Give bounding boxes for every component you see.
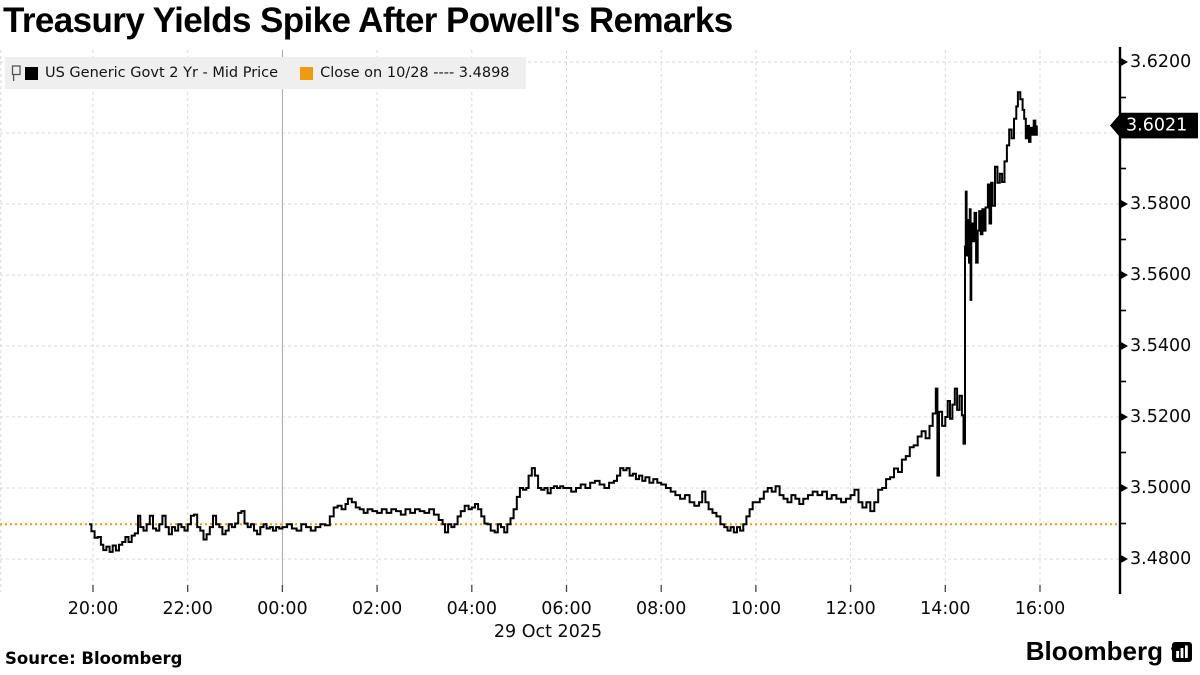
x-axis-label: 00:00	[257, 599, 307, 619]
legend: US Generic Govt 2 Yr - Mid Price Close o…	[5, 57, 526, 89]
bloomberg-logo: Bloomberg	[1026, 636, 1193, 667]
legend-item-close: Close on 10/28 ---- 3.4898	[300, 65, 510, 81]
y-axis-label: 3.5000	[1130, 478, 1191, 498]
y-major-tick	[1120, 270, 1128, 280]
source-note: Source: Bloomberg	[5, 649, 183, 668]
y-major-tick	[1120, 199, 1128, 209]
annotation-pin-icon	[11, 64, 22, 82]
y-major-tick	[1120, 554, 1128, 564]
y-axis-label: 3.6200	[1130, 52, 1191, 72]
y-axis-label: 3.5200	[1130, 407, 1191, 427]
y-major-tick	[1120, 412, 1128, 422]
y-axis-label: 3.5600	[1130, 265, 1191, 285]
last-price-badge	[1110, 112, 1198, 139]
x-axis-label: 20:00	[68, 599, 118, 619]
y-axis-label: 3.5400	[1130, 336, 1191, 356]
series-swatch	[25, 66, 38, 80]
bloomberg-logo-text: Bloomberg	[1025, 636, 1163, 666]
close-swatch	[300, 66, 314, 80]
x-axis-label: 14:00	[920, 599, 970, 619]
y-major-tick	[1120, 341, 1128, 351]
y-axis-label: 3.4800	[1130, 549, 1191, 569]
chart-title: Treasury Yields Spike After Powell's Rem…	[3, 1, 733, 40]
x-axis-label: 22:00	[162, 599, 212, 619]
bloomberg-logo-icon	[1171, 641, 1193, 663]
last-price-label: 3.6021	[1126, 116, 1187, 136]
y-major-tick	[1120, 483, 1128, 493]
x-axis-date-label: 29 Oct 2025	[494, 622, 602, 642]
series-legend-label: US Generic Govt 2 Yr - Mid Price	[45, 65, 279, 81]
x-axis-label: 02:00	[352, 599, 402, 619]
price-series-line	[89, 91, 1038, 553]
x-axis-label: 04:00	[447, 599, 497, 619]
x-axis-label: 12:00	[825, 599, 875, 619]
x-axis-label: 10:00	[731, 599, 781, 619]
close-legend-label: Close on 10/28 ---- 3.4898	[320, 65, 510, 81]
y-axis-label: 3.5800	[1130, 194, 1191, 214]
x-axis-label: 06:00	[541, 599, 591, 619]
legend-item-series: US Generic Govt 2 Yr - Mid Price	[25, 65, 278, 81]
x-axis-label: 16:00	[1015, 599, 1065, 619]
x-axis-label: 08:00	[636, 599, 686, 619]
y-major-tick	[1120, 57, 1128, 67]
